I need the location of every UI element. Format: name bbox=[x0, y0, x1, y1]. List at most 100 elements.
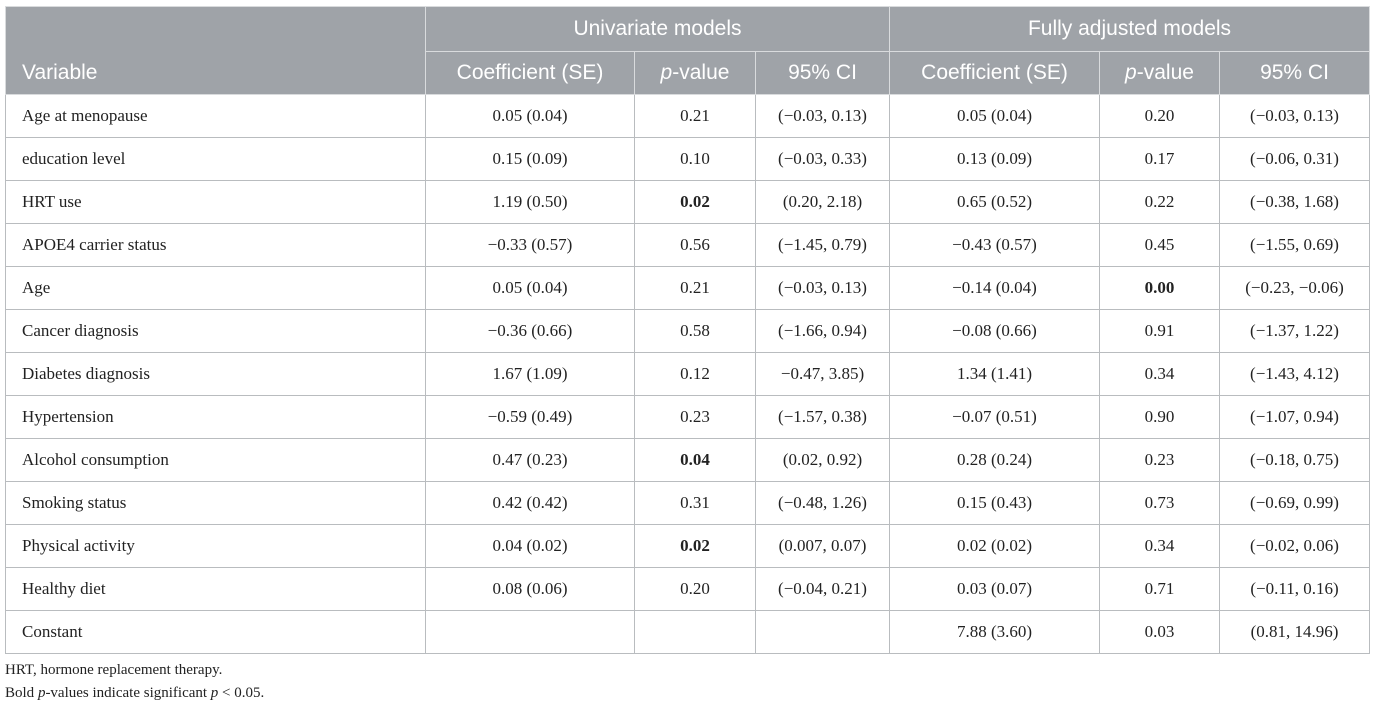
cell-adj-p-value: 0.23 bbox=[1099, 438, 1220, 482]
cell-adj-p-value: 0.91 bbox=[1099, 309, 1220, 353]
cell-adj-p-value: 0.17 bbox=[1099, 137, 1220, 181]
table-row: Age 0.05 (0.04) 0.21 (−0.03, 0.13) −0.14 (0.… bbox=[5, 266, 1371, 310]
cell-adj-coefficient: −0.43 (0.57) bbox=[889, 223, 1100, 267]
table-row: education level 0.15 (0.09) 0.10 (−0.03, 0.… bbox=[5, 137, 1371, 181]
p-italic: p bbox=[1125, 61, 1137, 84]
cell-adj-coefficient: 0.13 (0.09) bbox=[889, 137, 1100, 181]
cell-uni-ci: (−1.57, 0.38) bbox=[755, 395, 890, 439]
cell-adj-coefficient: −0.07 (0.51) bbox=[889, 395, 1100, 439]
cell-adj-p-value: 0.71 bbox=[1099, 567, 1220, 611]
cell-variable: Diabetes diagnosis bbox=[5, 352, 426, 396]
cell-adj-ci: (−1.43, 4.12) bbox=[1218, 352, 1371, 396]
cell-uni-ci: (−0.03, 0.13) bbox=[755, 266, 890, 310]
cell-uni-p-value: 0.20 bbox=[634, 567, 756, 611]
cell-variable: Smoking status bbox=[5, 481, 426, 525]
cell-adj-ci: (−0.11, 0.16) bbox=[1218, 567, 1371, 611]
table-row: HRT use 1.19 (0.50) 0.02 (0.20, 2.18) 0.65 (… bbox=[5, 180, 1371, 224]
cell-adj-p-value: 0.34 bbox=[1099, 352, 1220, 396]
cell-uni-p-value: 0.21 bbox=[634, 266, 756, 310]
table-header: Variable Univariate models Fully adjuste… bbox=[5, 6, 1371, 95]
header-variable: Variable bbox=[5, 6, 426, 95]
footnote-p-italic: p bbox=[210, 685, 219, 701]
cell-uni-ci: (−0.04, 0.21) bbox=[755, 567, 890, 611]
cell-adj-ci: (−0.18, 0.75) bbox=[1218, 438, 1371, 482]
cell-uni-p-value: 0.23 bbox=[634, 395, 756, 439]
header-group-fully-adjusted: Fully adjusted models bbox=[888, 6, 1371, 52]
cell-adj-coefficient: −0.08 (0.66) bbox=[889, 309, 1100, 353]
cell-adj-ci: (0.81, 14.96) bbox=[1218, 610, 1371, 654]
footnote-significance: Bold p-values indicate significant p < 0… bbox=[5, 682, 264, 705]
cell-uni-coefficient: 0.05 (0.04) bbox=[425, 94, 635, 138]
column-header-row: Coefficient (SE) p-value 95% CI Coefficient… bbox=[6, 51, 1371, 95]
table-row: Physical activity 0.04 (0.02) 0.02 (0.007, … bbox=[5, 524, 1371, 568]
cell-uni-p-value bbox=[634, 610, 756, 654]
table-footnotes: HRT, hormone replacement therapy. Bold p… bbox=[5, 659, 264, 705]
cell-variable: Cancer diagnosis bbox=[5, 309, 426, 353]
cell-uni-coefficient: 1.67 (1.09) bbox=[425, 352, 635, 396]
cell-uni-p-value: 0.02 bbox=[634, 524, 756, 568]
header-univariate-coefficient: Coefficient (SE) bbox=[425, 51, 635, 95]
cell-uni-p-value: 0.12 bbox=[634, 352, 756, 396]
cell-adj-ci: (−1.37, 1.22) bbox=[1218, 309, 1371, 353]
header-suffix: -value bbox=[1136, 61, 1194, 84]
table-row: Cancer diagnosis −0.36 (0.66) 0.58 (−1.66, … bbox=[5, 309, 1371, 353]
cell-uni-coefficient: 0.05 (0.04) bbox=[425, 266, 635, 310]
cell-variable: Healthy diet bbox=[5, 567, 426, 611]
cell-adj-ci: (−0.69, 0.99) bbox=[1218, 481, 1371, 525]
cell-uni-coefficient: −0.33 (0.57) bbox=[425, 223, 635, 267]
cell-uni-ci: −0.47, 3.85) bbox=[755, 352, 890, 396]
cell-adj-ci: (−0.03, 0.13) bbox=[1218, 94, 1371, 138]
cell-uni-ci: (0.20, 2.18) bbox=[755, 180, 890, 224]
cell-uni-ci: (−0.03, 0.33) bbox=[755, 137, 890, 181]
cell-variable: Age at menopause bbox=[5, 94, 426, 138]
regression-table: Variable Univariate models Fully adjuste… bbox=[5, 6, 1371, 654]
header-adjusted-ci: 95% CI bbox=[1218, 51, 1371, 95]
table-row: Diabetes diagnosis 1.67 (1.09) 0.12 −0.47, … bbox=[5, 352, 1371, 396]
cell-uni-coefficient: −0.36 (0.66) bbox=[425, 309, 635, 353]
cell-uni-coefficient bbox=[425, 610, 635, 654]
header-univariate-ci: 95% CI bbox=[755, 51, 890, 95]
cell-uni-coefficient: 0.42 (0.42) bbox=[425, 481, 635, 525]
cell-uni-coefficient: 0.15 (0.09) bbox=[425, 137, 635, 181]
header-adjusted-coefficient: Coefficient (SE) bbox=[889, 51, 1100, 95]
cell-uni-p-value: 0.02 bbox=[634, 180, 756, 224]
cell-uni-ci: (−0.48, 1.26) bbox=[755, 481, 890, 525]
cell-adj-p-value: 0.00 bbox=[1099, 266, 1220, 310]
cell-variable: HRT use bbox=[5, 180, 426, 224]
table-row: Healthy diet 0.08 (0.06) 0.20 (−0.04, 0.21)… bbox=[5, 567, 1371, 611]
cell-uni-ci: (−1.45, 0.79) bbox=[755, 223, 890, 267]
cell-uni-ci bbox=[755, 610, 890, 654]
footnote-abbreviation: HRT, hormone replacement therapy. bbox=[5, 662, 223, 678]
cell-uni-coefficient: −0.59 (0.49) bbox=[425, 395, 635, 439]
cell-adj-p-value: 0.22 bbox=[1099, 180, 1220, 224]
cell-uni-coefficient: 0.47 (0.23) bbox=[425, 438, 635, 482]
cell-uni-coefficient: 0.08 (0.06) bbox=[425, 567, 635, 611]
cell-uni-p-value: 0.56 bbox=[634, 223, 756, 267]
cell-uni-ci: (−0.03, 0.13) bbox=[755, 94, 890, 138]
header-group-univariate: Univariate models bbox=[425, 6, 890, 52]
cell-adj-p-value: 0.03 bbox=[1099, 610, 1220, 654]
cell-variable: Physical activity bbox=[5, 524, 426, 568]
table-row: Smoking status 0.42 (0.42) 0.31 (−0.48, 1.2… bbox=[5, 481, 1371, 525]
cell-adj-p-value: 0.90 bbox=[1099, 395, 1220, 439]
cell-adj-ci: (−1.55, 0.69) bbox=[1218, 223, 1371, 267]
cell-adj-coefficient: 0.05 (0.04) bbox=[889, 94, 1100, 138]
cell-variable: Age bbox=[5, 266, 426, 310]
cell-uni-p-value: 0.58 bbox=[634, 309, 756, 353]
cell-adj-p-value: 0.20 bbox=[1099, 94, 1220, 138]
cell-uni-coefficient: 0.04 (0.02) bbox=[425, 524, 635, 568]
cell-adj-ci: (−0.06, 0.31) bbox=[1218, 137, 1371, 181]
table-row: Hypertension −0.59 (0.49) 0.23 (−1.57, 0.38… bbox=[5, 395, 1371, 439]
cell-adj-coefficient: 0.15 (0.43) bbox=[889, 481, 1100, 525]
cell-variable: APOE4 carrier status bbox=[5, 223, 426, 267]
cell-adj-ci: (−0.23, −0.06) bbox=[1218, 266, 1371, 310]
cell-uni-p-value: 0.10 bbox=[634, 137, 756, 181]
cell-variable: Constant bbox=[5, 610, 426, 654]
cell-variable: Alcohol consumption bbox=[5, 438, 426, 482]
cell-adj-p-value: 0.45 bbox=[1099, 223, 1220, 267]
cell-adj-coefficient: 7.88 (3.60) bbox=[889, 610, 1100, 654]
header-suffix: -value bbox=[672, 61, 730, 84]
footnote-text: < 0.05. bbox=[218, 685, 265, 701]
footnote-text: -values indicate significant bbox=[45, 685, 211, 701]
cell-adj-ci: (−0.02, 0.06) bbox=[1218, 524, 1371, 568]
